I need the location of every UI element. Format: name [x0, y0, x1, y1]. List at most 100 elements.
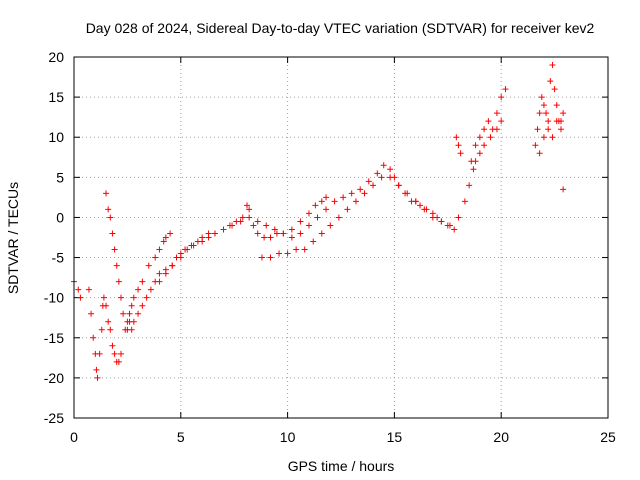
data-point: [348, 190, 355, 197]
data-point: [538, 94, 545, 101]
data-point: [254, 218, 261, 225]
data-point: [199, 238, 206, 245]
data-point: [94, 374, 101, 381]
data-point: [312, 202, 319, 209]
y-tick-label: 15: [48, 89, 64, 105]
chart-title: Day 028 of 2024, Sidereal Day-to-day VTE…: [86, 20, 595, 36]
data-point: [156, 278, 163, 285]
data-point: [205, 234, 212, 241]
data-point: [167, 230, 174, 237]
data-point: [135, 286, 142, 293]
y-tick-label: 5: [56, 169, 64, 185]
data-point: [545, 118, 552, 125]
data-point: [305, 210, 312, 217]
x-tick-label: 20: [493, 429, 509, 445]
data-point: [417, 202, 424, 209]
data-point: [451, 226, 458, 233]
data-point: [545, 126, 552, 133]
data-point: [117, 350, 124, 357]
data-point: [184, 246, 191, 253]
data-point: [370, 182, 377, 189]
data-point: [288, 234, 295, 241]
data-point: [139, 302, 146, 309]
plot-frame: [73, 56, 609, 419]
data-point: [276, 250, 283, 257]
data-point: [481, 142, 488, 149]
data-point: [211, 230, 218, 237]
data-point: [560, 110, 567, 117]
data-point: [387, 166, 394, 173]
data-point: [412, 198, 419, 205]
data-point: [472, 142, 479, 149]
data-point: [493, 126, 500, 133]
data-point: [220, 226, 227, 233]
data-point: [156, 246, 163, 253]
data-point: [128, 326, 135, 333]
data-point: [98, 326, 105, 333]
data-point: [457, 150, 464, 157]
data-point: [273, 230, 280, 237]
data-point: [466, 182, 473, 189]
data-point: [246, 206, 253, 213]
data-point: [331, 198, 338, 205]
data-point: [549, 62, 556, 69]
data-point: [103, 302, 110, 309]
data-point: [395, 182, 402, 189]
data-point: [120, 310, 127, 317]
data-point: [560, 186, 567, 193]
data-point: [344, 206, 351, 213]
data-point: [335, 214, 342, 221]
data-point: [498, 118, 505, 125]
data-point: [280, 230, 287, 237]
data-point: [476, 134, 483, 141]
data-point: [487, 134, 494, 141]
data-point: [318, 198, 325, 205]
data-point: [455, 142, 462, 149]
data-point: [177, 254, 184, 261]
data-point: [293, 246, 300, 253]
y-tick-label: 20: [48, 49, 64, 65]
data-point: [310, 238, 317, 245]
data-point: [254, 230, 261, 237]
data-point: [152, 254, 159, 261]
x-tick-label: 15: [387, 429, 403, 445]
data-point: [103, 190, 110, 197]
data-point: [305, 222, 312, 229]
data-point: [100, 294, 107, 301]
data-point: [404, 190, 411, 197]
data-point: [267, 254, 274, 261]
data-point: [113, 262, 120, 269]
data-point: [128, 302, 135, 309]
data-point: [470, 166, 477, 173]
data-point: [540, 134, 547, 141]
data-point: [115, 278, 122, 285]
data-point: [115, 358, 122, 365]
y-tick-label: -25: [44, 410, 64, 426]
data-point: [485, 118, 492, 125]
data-point: [85, 286, 92, 293]
data-point: [323, 194, 330, 201]
x-tick-label: 0: [70, 429, 78, 445]
data-point: [340, 194, 347, 201]
data-point: [453, 134, 460, 141]
x-axis-label: GPS time / hours: [288, 458, 395, 474]
data-point: [105, 206, 112, 213]
data-point: [297, 230, 304, 237]
data-point: [540, 102, 547, 109]
data-point: [547, 78, 554, 85]
data-point: [237, 218, 244, 225]
data-point: [267, 234, 274, 241]
data-point: [476, 150, 483, 157]
data-point: [365, 178, 372, 185]
data-point: [361, 190, 368, 197]
data-point: [190, 242, 197, 249]
data-point: [160, 238, 167, 245]
data-point: [229, 222, 236, 229]
data-point: [246, 214, 253, 221]
data-point: [261, 234, 268, 241]
data-point: [147, 286, 154, 293]
data-point: [455, 214, 462, 221]
data-point: [536, 150, 543, 157]
data-point: [551, 86, 558, 93]
